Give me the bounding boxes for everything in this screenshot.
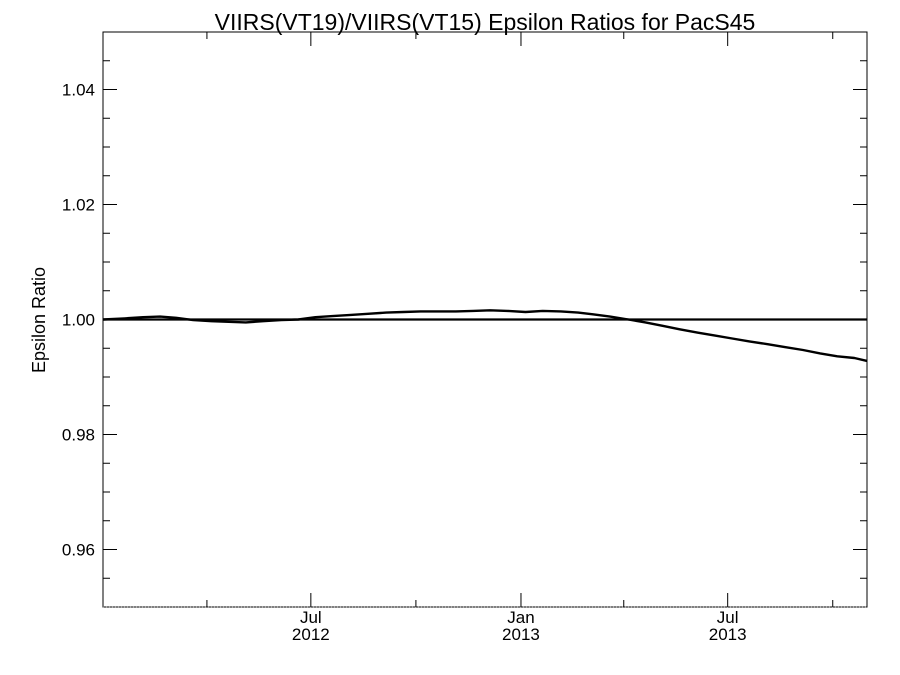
- y-tick-label: 0.96: [62, 541, 95, 560]
- x-tick-label-month: Jan: [507, 608, 534, 627]
- y-tick-label: 0.98: [62, 426, 95, 445]
- x-tick-label-year: 2012: [292, 625, 330, 644]
- y-tick-label: 1.00: [62, 311, 95, 330]
- x-tick-label-year: 2013: [709, 625, 747, 644]
- x-tick-label-year: 2013: [502, 625, 540, 644]
- y-tick-label: 1.04: [62, 81, 95, 100]
- epsilon-ratio-series-line: [102, 309, 868, 363]
- y-tick-label: 1.02: [62, 196, 95, 215]
- ticks-layer: 0.960.981.001.021.04Jul2012Jan2013Jul201…: [62, 32, 867, 644]
- x-tick-label-month: Jul: [717, 608, 739, 627]
- x-tick-label-month: Jul: [300, 608, 322, 627]
- chart-title: VIIRS(VT19)/VIIRS(VT15) Epsilon Ratios f…: [215, 9, 756, 35]
- y-axis-label: Epsilon Ratio: [29, 267, 49, 373]
